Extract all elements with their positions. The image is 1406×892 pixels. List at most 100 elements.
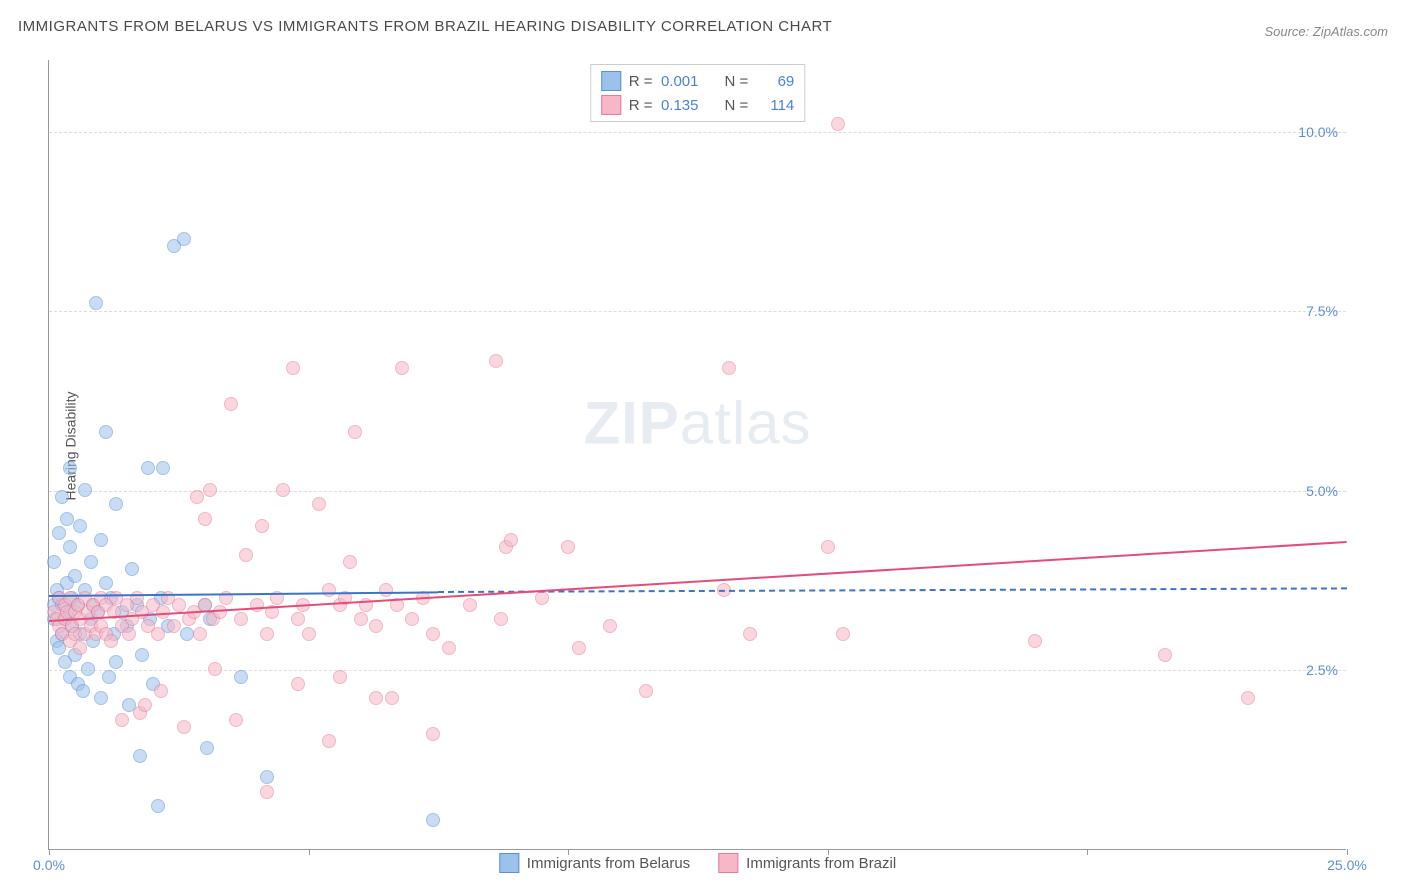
data-point: [76, 684, 90, 698]
data-point: [141, 461, 155, 475]
data-point: [213, 605, 227, 619]
data-point: [348, 425, 362, 439]
data-point: [115, 713, 129, 727]
x-tick-mark: [1087, 849, 1088, 855]
bottom-legend: Immigrants from Belarus Immigrants from …: [499, 853, 896, 873]
data-point: [639, 684, 653, 698]
data-point: [94, 691, 108, 705]
data-point: [426, 813, 440, 827]
data-point: [167, 619, 181, 633]
data-point: [722, 361, 736, 375]
data-point: [177, 232, 191, 246]
data-point: [122, 627, 136, 641]
data-point: [78, 483, 92, 497]
data-point: [156, 461, 170, 475]
data-point: [102, 670, 116, 684]
data-point: [743, 627, 757, 641]
data-point: [405, 612, 419, 626]
x-tick-mark: [309, 849, 310, 855]
data-point: [104, 634, 118, 648]
data-point: [312, 497, 326, 511]
data-point: [135, 648, 149, 662]
data-point: [193, 627, 207, 641]
y-tick-label: 7.5%: [1306, 303, 1338, 319]
data-point: [821, 540, 835, 554]
data-point: [89, 296, 103, 310]
data-point: [1241, 691, 1255, 705]
data-point: [229, 713, 243, 727]
legend-item-brazil: Immigrants from Brazil: [718, 853, 896, 873]
swatch-belarus: [601, 71, 621, 91]
x-tick-mark: [49, 849, 50, 855]
y-tick-label: 10.0%: [1298, 124, 1338, 140]
data-point: [177, 720, 191, 734]
data-point: [354, 612, 368, 626]
data-point: [203, 483, 217, 497]
r-value: 0.001: [661, 73, 699, 90]
data-point: [442, 641, 456, 655]
data-point: [535, 591, 549, 605]
y-tick-label: 2.5%: [1306, 662, 1338, 678]
data-point: [463, 598, 477, 612]
data-point: [172, 598, 186, 612]
data-point: [47, 555, 61, 569]
data-point: [109, 655, 123, 669]
data-point: [831, 117, 845, 131]
data-point: [426, 627, 440, 641]
swatch-brazil: [718, 853, 738, 873]
gridline: [49, 311, 1346, 312]
data-point: [99, 425, 113, 439]
data-point: [250, 598, 264, 612]
data-point: [133, 749, 147, 763]
data-point: [489, 354, 503, 368]
r-label: R =: [629, 97, 653, 114]
data-point: [260, 627, 274, 641]
stats-row-brazil: R = 0.135 N = 114: [601, 93, 795, 117]
data-point: [200, 741, 214, 755]
data-point: [130, 591, 144, 605]
source-attribution: Source: ZipAtlas.com: [1264, 24, 1388, 39]
data-point: [343, 555, 357, 569]
r-label: R =: [629, 73, 653, 90]
data-point: [138, 698, 152, 712]
data-point: [68, 569, 82, 583]
x-tick-mark: [1347, 849, 1348, 855]
data-point: [369, 619, 383, 633]
data-point: [125, 562, 139, 576]
x-tick-label: 0.0%: [33, 857, 65, 873]
data-point: [52, 526, 66, 540]
data-point: [333, 670, 347, 684]
data-point: [154, 684, 168, 698]
gridline: [49, 132, 1346, 133]
data-point: [561, 540, 575, 554]
data-point: [504, 533, 518, 547]
data-point: [369, 691, 383, 705]
swatch-belarus: [499, 853, 519, 873]
legend-label: Immigrants from Belarus: [527, 855, 690, 872]
data-point: [276, 483, 290, 497]
data-point: [260, 785, 274, 799]
data-point: [603, 619, 617, 633]
data-point: [1158, 648, 1172, 662]
n-value: 114: [756, 97, 794, 114]
data-point: [198, 512, 212, 526]
n-value: 69: [756, 73, 794, 90]
data-point: [234, 612, 248, 626]
data-point: [208, 662, 222, 676]
data-point: [395, 361, 409, 375]
gridline: [49, 491, 1346, 492]
data-point: [73, 641, 87, 655]
data-point: [109, 497, 123, 511]
data-point: [1028, 634, 1042, 648]
y-tick-label: 5.0%: [1306, 483, 1338, 499]
data-point: [572, 641, 586, 655]
data-point: [151, 799, 165, 813]
x-tick-label: 25.0%: [1327, 857, 1367, 873]
data-point: [234, 670, 248, 684]
stats-legend: R = 0.001 N = 69 R = 0.135 N = 114: [590, 64, 806, 122]
data-point: [426, 727, 440, 741]
data-point: [73, 519, 87, 533]
legend-label: Immigrants from Brazil: [746, 855, 896, 872]
data-point: [494, 612, 508, 626]
data-point: [291, 677, 305, 691]
